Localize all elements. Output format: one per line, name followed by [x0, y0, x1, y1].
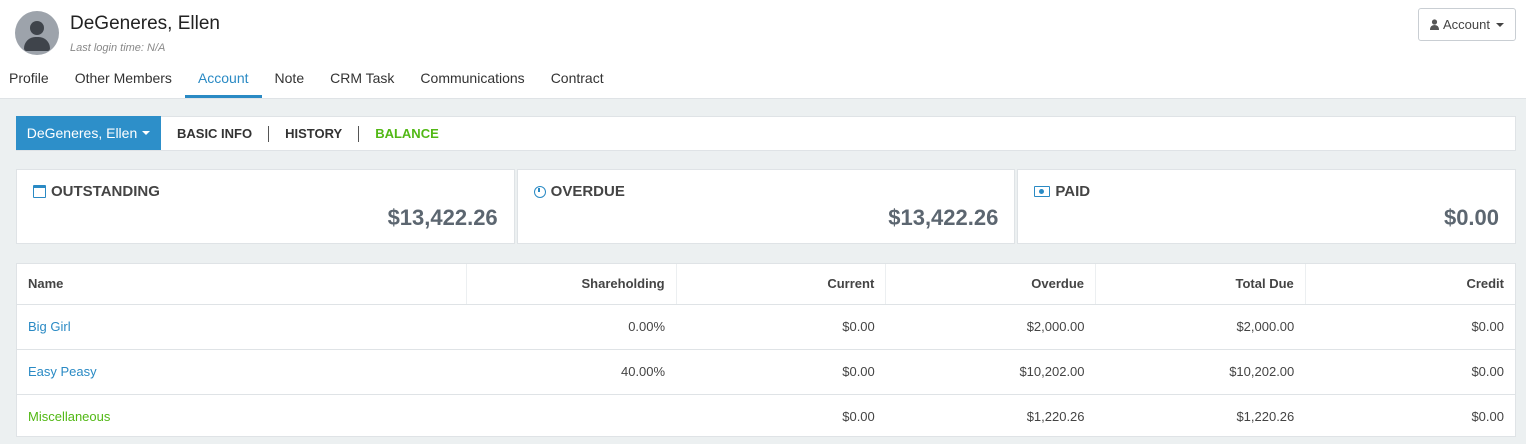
cell-total-due: $1,220.26 — [1236, 409, 1295, 425]
member-selector-label: DeGeneres, Ellen — [26, 125, 138, 141]
outstanding-card: OUTSTANDING $13,422.26 — [16, 169, 515, 244]
main-nav: Profile Other Members Account Note CRM T… — [0, 60, 617, 99]
column-header-current[interactable]: Current — [675, 264, 886, 305]
tab-communications[interactable]: Communications — [420, 70, 525, 86]
calendar-icon — [33, 185, 46, 198]
overdue-card: OVERDUE $13,422.26 — [516, 169, 1016, 244]
cell-total-due: $2,000.00 — [1095, 304, 1306, 350]
row-name-link[interactable]: Big Girl — [17, 304, 467, 350]
cell-shareholding: 40.00% — [466, 349, 677, 395]
tab-contract[interactable]: Contract — [550, 70, 604, 86]
overdue-value: $13,422.26 — [888, 205, 999, 230]
subtab-balance[interactable]: BALANCE — [375, 125, 439, 141]
cell-overdue: $1,220.26 — [1026, 409, 1085, 425]
subtab-history[interactable]: HISTORY — [269, 125, 360, 142]
paid-label: PAID — [1055, 183, 1091, 200]
balance-table: Name Shareholding Current Overdue Total … — [16, 263, 1516, 437]
outstanding-label: OUTSTANDING — [51, 183, 160, 200]
avatar-body — [24, 37, 50, 51]
cell-credit: $0.00 — [1305, 349, 1515, 395]
table-header-row: Name Shareholding Current Overdue Total … — [17, 264, 1515, 305]
cell-current: $0.00 — [676, 304, 886, 350]
cell-current: $0.00 — [676, 349, 886, 395]
subtab-basic-info[interactable]: BASIC INFO — [161, 125, 270, 142]
balance-summary: OUTSTANDING $13,422.26 OVERDUE $13,422.2… — [16, 169, 1517, 244]
tab-note[interactable]: Note — [274, 70, 305, 86]
overdue-label: OVERDUE — [550, 183, 625, 200]
cell-shareholding — [466, 394, 676, 439]
paid-title: PAID — [1034, 183, 1090, 200]
account-menu-button[interactable]: Account — [1418, 8, 1516, 41]
column-header-overdue[interactable]: Overdue — [885, 264, 1096, 305]
money-icon — [1034, 186, 1051, 197]
overdue-title: OVERDUE — [533, 183, 625, 200]
table-row: Easy Peasy 40.00% $0.00 $10,202.00 $10,2… — [17, 349, 1515, 395]
paid-card: PAID $0.00 — [1017, 169, 1517, 244]
column-header-shareholding[interactable]: Shareholding — [465, 264, 677, 305]
cell-credit: $0.00 — [1471, 409, 1504, 425]
avatar-head — [30, 21, 44, 35]
cell-shareholding: 0.00% — [466, 304, 677, 350]
cell-overdue: $10,202.00 — [885, 349, 1096, 395]
user-name: DeGeneres, Ellen — [70, 13, 220, 34]
row-name-link[interactable]: Miscellaneous — [28, 409, 111, 425]
caret-down-icon — [142, 131, 151, 135]
tab-account[interactable]: Account — [184, 60, 262, 98]
cell-total-due: $10,202.00 — [1095, 349, 1306, 395]
cell-current: $0.00 — [842, 409, 875, 425]
tab-crm-task[interactable]: CRM Task — [330, 70, 395, 86]
row-name-link[interactable]: Easy Peasy — [17, 349, 467, 395]
tab-other-members[interactable]: Other Members — [74, 70, 172, 86]
column-header-total-due[interactable]: Total Due — [1095, 264, 1306, 305]
account-subnav: DeGeneres, Ellen BASIC INFO HISTORY BALA… — [16, 116, 1516, 151]
outstanding-value: $13,422.26 — [387, 205, 498, 230]
paid-value: $0.00 — [1443, 205, 1500, 230]
column-header-name[interactable]: Name — [17, 264, 467, 305]
table-row: Miscellaneous $0.00 $1,220.26 $1,220.26 … — [17, 394, 1515, 439]
outstanding-title: OUTSTANDING — [33, 183, 160, 200]
cell-overdue: $2,000.00 — [885, 304, 1096, 350]
tab-profile[interactable]: Profile — [9, 70, 49, 86]
cell-credit: $0.00 — [1305, 304, 1515, 350]
user-icon — [1430, 19, 1439, 30]
account-menu-label: Account — [1443, 17, 1490, 32]
page-header: DeGeneres, Ellen Last login time: N/A Ac… — [0, 0, 1526, 99]
caret-down-icon — [1495, 22, 1504, 27]
column-header-credit[interactable]: Credit — [1304, 264, 1515, 305]
last-login-time: Last login time: N/A — [70, 42, 166, 54]
table-row: Big Girl 0.00% $0.00 $2,000.00 $2,000.00… — [17, 304, 1515, 350]
avatar — [15, 11, 59, 55]
clock-icon — [533, 185, 546, 198]
member-selector-button[interactable]: DeGeneres, Ellen — [16, 116, 161, 150]
